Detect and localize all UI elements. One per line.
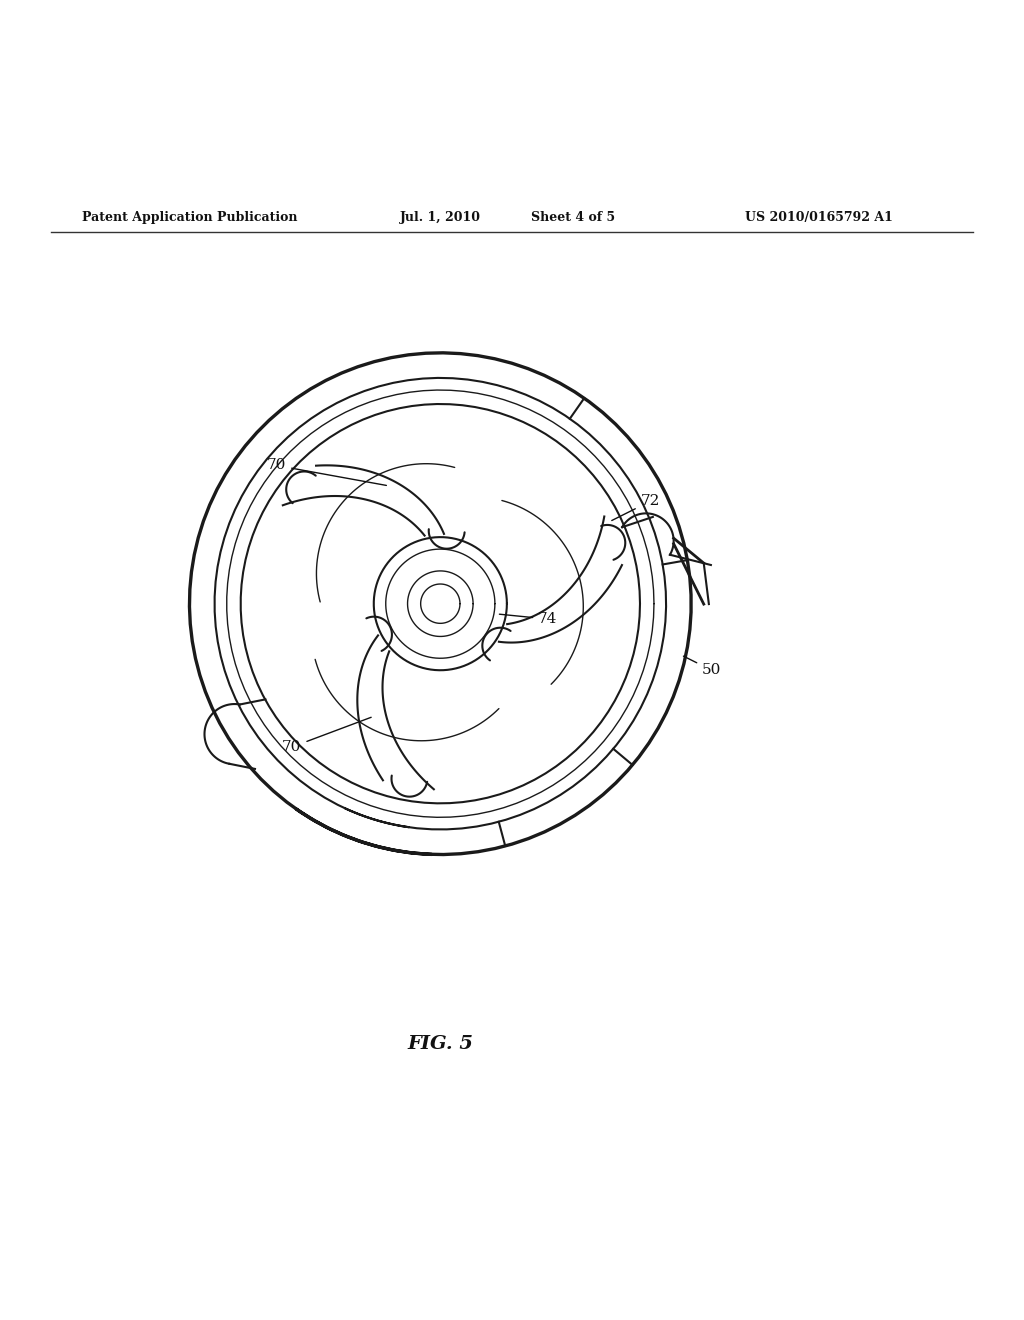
Text: Sheet 4 of 5: Sheet 4 of 5	[531, 211, 615, 224]
Text: Patent Application Publication: Patent Application Publication	[82, 211, 297, 224]
Text: FIG. 5: FIG. 5	[408, 1035, 473, 1053]
Text: Jul. 1, 2010: Jul. 1, 2010	[399, 211, 481, 224]
Text: 70: 70	[283, 717, 371, 754]
Text: 74: 74	[500, 612, 557, 626]
Text: 70: 70	[267, 458, 386, 486]
Text: 50: 50	[683, 656, 721, 677]
Text: US 2010/0165792 A1: US 2010/0165792 A1	[745, 211, 893, 224]
Text: 72: 72	[611, 494, 659, 520]
